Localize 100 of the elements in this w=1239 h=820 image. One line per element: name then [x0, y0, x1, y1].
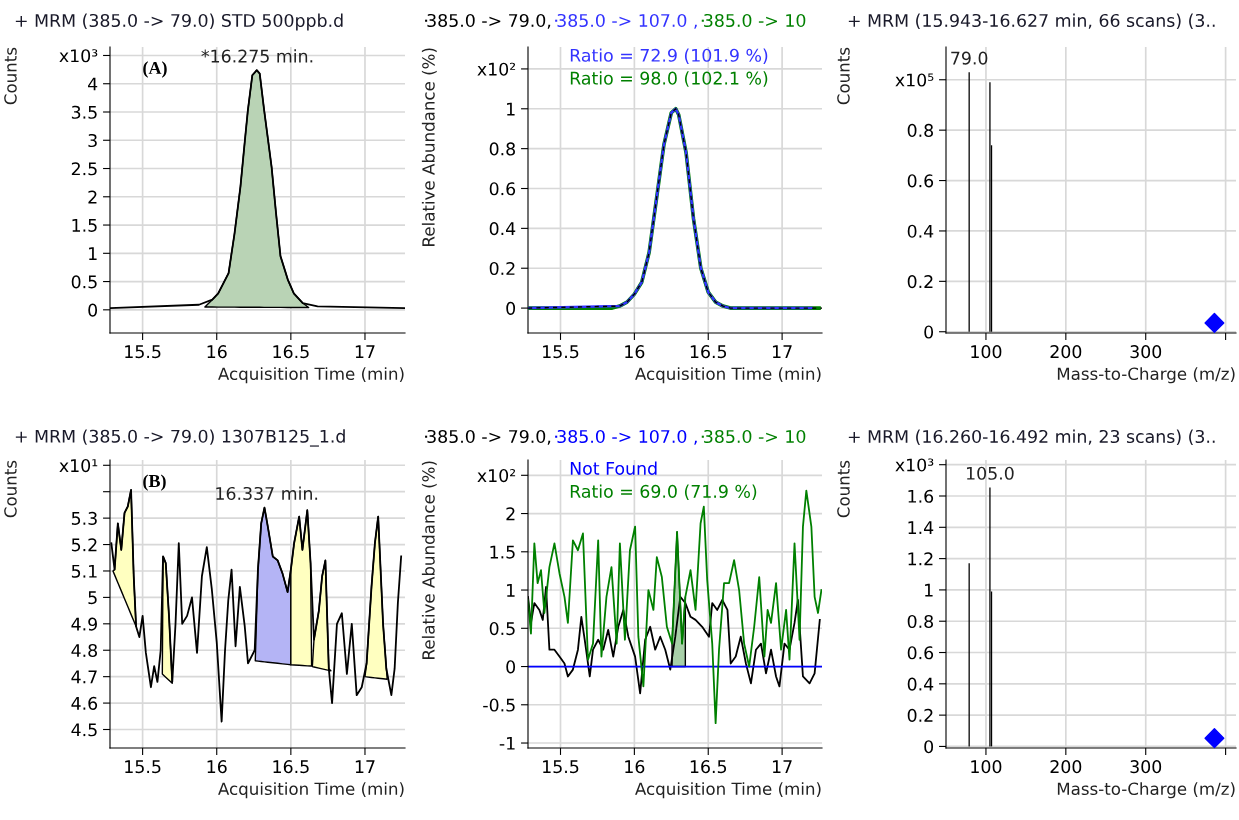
y-tick-label: 0	[88, 303, 98, 317]
legend-label: 385.0 -> 79.0,	[427, 13, 551, 29]
y-tick-label: 1.2	[908, 552, 933, 566]
y-tick-label: 3.5	[71, 105, 97, 119]
y-tick-label: 1	[925, 583, 933, 597]
y-axis-title: Relative Abundance (%)	[421, 48, 437, 246]
y-axis-title: Counts	[4, 47, 17, 105]
x-tick-label: 16	[625, 760, 645, 774]
x-tick-label: 100	[971, 760, 1002, 774]
y-tick-label: 0	[506, 301, 516, 315]
x-tick-label: 300	[1130, 760, 1162, 774]
x-tick-label: 17	[355, 760, 375, 773]
y-tick-label: 0.8	[907, 614, 934, 629]
x-axis-title: Mass-to-Charge (m/z)	[1057, 367, 1235, 384]
y-tick-label: 1.6	[908, 489, 934, 503]
y-tick-label: x10³	[895, 458, 934, 472]
x-axis-title: Mass-to-Charge (m/z)	[1057, 782, 1235, 799]
x-tick-label: 17	[355, 345, 375, 358]
y-tick-label: -0.5	[483, 698, 515, 712]
annotation: (A)	[143, 61, 167, 78]
y-tick-label: 1.5	[490, 545, 515, 559]
y-tick-label: x10²	[477, 62, 516, 76]
y-tick-label: 1.5	[72, 218, 97, 232]
legend-label: 385.0 -> 10	[704, 13, 806, 28]
y-tick-label: 5.2	[71, 538, 97, 552]
y-tick-label: 0.6	[907, 646, 934, 660]
legend-label: 385.0 -> 107.0 ,	[557, 429, 697, 445]
y-tick-label: x10¹	[59, 459, 98, 473]
chart-title: + MRM (16.260-16.492 min, 23 scans) (3..	[848, 429, 1215, 446]
y-tick-label: 4.7	[71, 670, 97, 684]
annotation: Ratio = 98.0 (102.1 %)	[570, 71, 768, 87]
y-tick-label: 0.6	[907, 174, 934, 188]
x-axis-title: Acquisition Time (min)	[218, 782, 404, 799]
y-tick-label: 0.2	[907, 275, 933, 289]
x-tick-label: 15.5	[125, 760, 161, 774]
x-axis-title: Acquisition Time (min)	[635, 782, 821, 799]
y-axis-title: Relative Abundance (%)	[421, 461, 437, 659]
x-tick-label: 16.5	[690, 760, 727, 774]
annotation: 79.0	[951, 51, 988, 65]
chart-title: + MRM (385.0 -> 79.0) STD 500ppb.d	[15, 13, 343, 31]
y-axis-title: Counts	[837, 47, 850, 105]
y-tick-label: 0.2	[907, 708, 933, 722]
legend-label: 385.0 -> 107.0 ,	[557, 13, 697, 29]
annotation: 16.337 min.	[216, 486, 318, 501]
y-tick-label: 0.5	[71, 275, 97, 289]
chart-title: + MRM (385.0 -> 79.0) 1307B125_1.d	[15, 429, 345, 447]
x-tick-label: 16	[207, 345, 227, 359]
y-tick-label: 0.8	[907, 123, 934, 137]
y-tick-label: 4.9	[71, 617, 97, 631]
x-tick-label: 17	[772, 345, 792, 358]
y-tick-label: 2	[506, 507, 515, 521]
annotation: Ratio = 72.9 (101.9 %)	[570, 48, 768, 64]
y-tick-label: 4	[88, 77, 98, 91]
y-tick-label: 1.4	[908, 521, 934, 534]
x-tick-label: 17	[772, 760, 792, 773]
y-tick-label: 1	[507, 583, 515, 597]
y-tick-label: 4.6	[71, 696, 98, 710]
x-tick-label: 15.5	[543, 345, 579, 359]
y-tick-label: 4.5	[71, 723, 97, 737]
y-tick-label: 5	[88, 591, 97, 605]
y-tick-label: 0.4	[907, 224, 934, 238]
y-tick-label: 2.5	[71, 162, 97, 176]
y-tick-label: -1	[499, 736, 515, 750]
y-tick-label: x10⁵	[895, 73, 934, 87]
annotation: Ratio = 69.0 (71.9 %)	[570, 484, 757, 500]
y-tick-label: 0.8	[489, 142, 516, 156]
y-tick-label: x10³	[59, 49, 98, 63]
x-tick-label: 200	[1050, 345, 1082, 359]
x-tick-label: 16	[625, 345, 645, 359]
annotation: Not Found	[570, 461, 657, 475]
x-tick-label: 16.5	[273, 345, 309, 359]
y-tick-label: 0.6	[489, 182, 516, 196]
x-tick-label: 300	[1130, 345, 1162, 359]
y-tick-label: x10²	[477, 469, 516, 483]
y-tick-label: 0.4	[489, 222, 516, 236]
x-tick-label: 100	[971, 345, 1002, 359]
y-tick-label: 0	[506, 660, 516, 674]
y-tick-label: 3	[88, 133, 97, 148]
y-tick-label: 1	[89, 247, 97, 260]
y-axis-title: Counts	[837, 460, 850, 518]
annotation: (B)	[143, 474, 166, 491]
x-tick-label: 15.5	[543, 760, 579, 774]
legend-label: 385.0 -> 10	[704, 429, 806, 444]
y-tick-label: 0.2	[489, 261, 515, 276]
y-tick-label: 5.3	[71, 511, 97, 525]
x-tick-label: 16.5	[690, 345, 727, 359]
y-tick-label: 0	[924, 740, 934, 754]
chart-title: + MRM (15.943-16.627 min, 66 scans) (3..	[848, 13, 1215, 30]
x-tick-label: 15.5	[125, 345, 161, 359]
x-axis-title: Acquisition Time (min)	[218, 367, 404, 384]
annotation: 105.0	[967, 466, 1014, 480]
y-tick-label: 4.8	[71, 643, 98, 658]
x-axis-title: Acquisition Time (min)	[635, 367, 821, 384]
x-tick-label: 16	[207, 760, 227, 774]
y-tick-label: 2	[88, 190, 97, 204]
y-tick-label: 0	[924, 325, 934, 339]
x-tick-label: 16.5	[273, 760, 309, 774]
y-tick-label: 0.5	[489, 622, 515, 636]
y-tick-label: 1	[507, 102, 515, 116]
y-tick-label: 0.4	[907, 677, 934, 691]
